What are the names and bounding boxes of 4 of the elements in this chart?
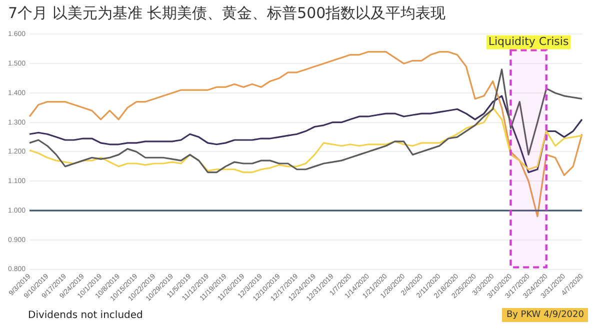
chart-title: 7个月 以美元为基准 长期美债、黄金、标普500指数以及平均表现 bbox=[8, 4, 446, 23]
band-label: Liquidity Crisis bbox=[488, 35, 569, 48]
text: Dividends not included bbox=[28, 310, 143, 321]
text: By PKW 4/9/2020 bbox=[502, 308, 588, 322]
